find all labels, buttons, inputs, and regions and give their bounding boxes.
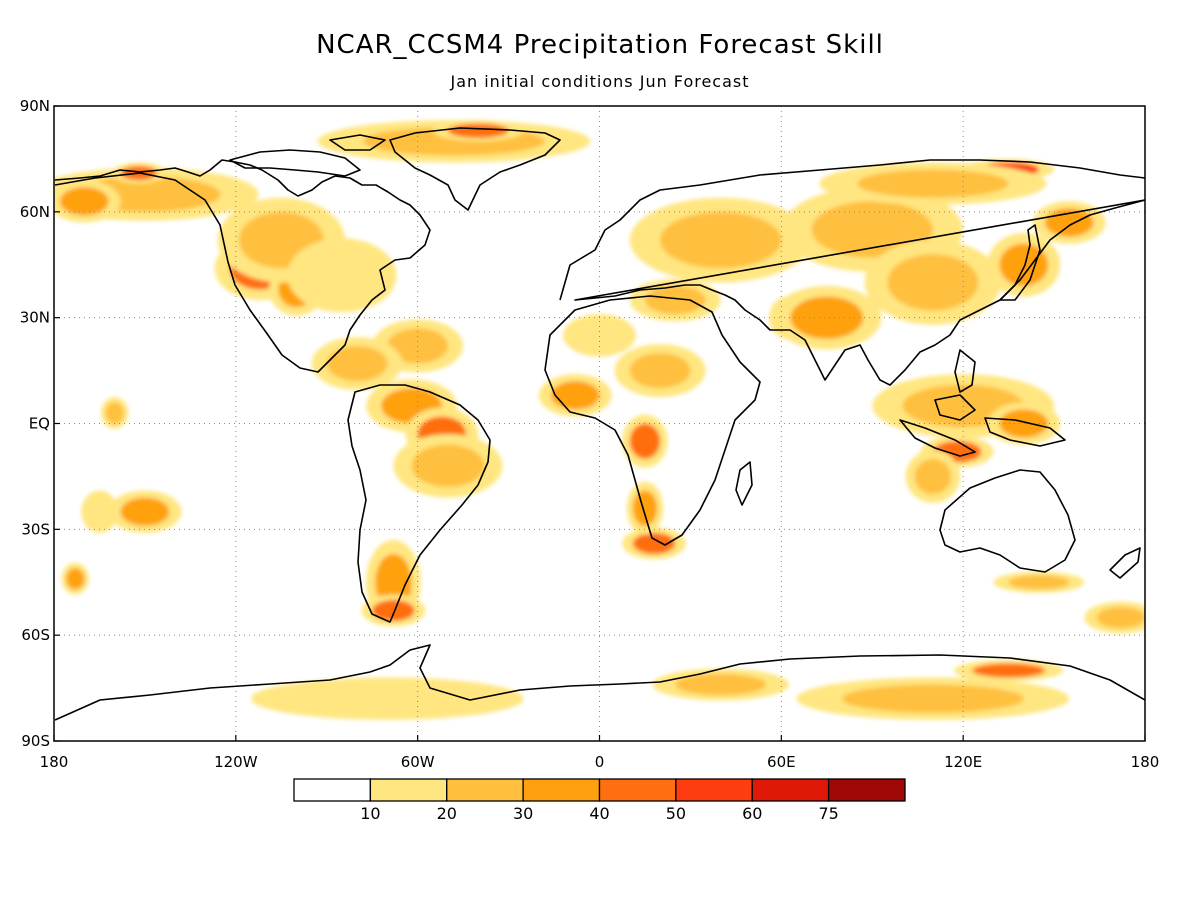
y-tick-label: 60S — [21, 626, 50, 644]
y-tick-label: EQ — [29, 415, 50, 433]
x-tick-label: 180 — [1131, 753, 1160, 771]
y-axis-ticks: 90N 60N 30N EQ 30S 60S 90S — [20, 97, 60, 750]
colorbar-label: 10 — [360, 804, 380, 823]
skill-region — [632, 532, 676, 555]
x-tick-label: 120W — [214, 753, 258, 771]
skill-region — [811, 201, 933, 258]
skill-region — [999, 409, 1049, 438]
colorbar-swatch — [293, 778, 372, 802]
y-tick-label: 90S — [21, 732, 50, 750]
skill-region — [790, 296, 864, 339]
skill-region — [60, 187, 109, 216]
colorbar-label: 40 — [589, 804, 609, 823]
colorbar-swatch — [827, 778, 906, 802]
north-america-coast — [54, 159, 431, 373]
skill-region — [305, 250, 379, 301]
skill-region — [87, 497, 112, 526]
skill-region — [387, 328, 448, 364]
skill-region — [675, 673, 767, 696]
skill-region — [372, 599, 415, 622]
skill-region — [914, 458, 952, 495]
colorbar-swatch — [522, 778, 601, 802]
x-tick-label: 0 — [595, 753, 605, 771]
colorbar-label: 50 — [666, 804, 686, 823]
australia-coast — [939, 469, 1076, 573]
y-tick-label: 30N — [20, 309, 50, 327]
colorbar-swatches — [293, 778, 906, 802]
x-tick-label: 120E — [944, 753, 982, 771]
colorbar-label: 75 — [818, 804, 838, 823]
skill-region — [447, 123, 509, 138]
arctic-islands-coast — [229, 134, 386, 177]
skill-region — [575, 321, 624, 350]
skill-region — [1008, 575, 1070, 590]
skill-region — [66, 568, 85, 590]
x-tick-label: 180 — [40, 753, 69, 771]
colorbar: 10 20 30 40 50 60 75 — [293, 778, 906, 823]
skill-region — [887, 254, 979, 311]
colorbar-swatch — [751, 778, 830, 802]
japan-coast — [999, 224, 1041, 301]
skill-region — [644, 285, 706, 315]
skill-region — [972, 663, 1045, 678]
skill-region — [841, 684, 1024, 713]
skill-region — [857, 169, 1009, 198]
skill-region — [296, 684, 479, 713]
skill-region — [326, 345, 388, 382]
antarctica-coast — [54, 644, 1145, 721]
skill-region — [660, 211, 782, 269]
skill-region — [105, 402, 124, 424]
colorbar-swatch — [446, 778, 524, 802]
skill-region — [632, 490, 658, 526]
skill-region — [120, 497, 170, 526]
figure-subtitle: Jan initial conditions Jun Forecast — [449, 72, 749, 91]
colorbar-labels: 10 20 30 40 50 60 75 — [360, 804, 839, 823]
coastlines — [54, 127, 1145, 721]
map-area — [54, 106, 1145, 741]
southeast-asia-islands-coast — [899, 349, 1066, 457]
greenland-coast — [389, 127, 561, 211]
skill-region — [629, 423, 661, 459]
colorbar-swatch — [675, 778, 753, 802]
skill-region — [411, 444, 485, 488]
colorbar-swatch — [598, 778, 677, 802]
figure-title: NCAR_CCSM4 Precipitation Forecast Skill — [316, 30, 884, 60]
colorbar-label: 20 — [437, 804, 457, 823]
colorbar-label: 30 — [513, 804, 533, 823]
skill-field — [54, 120, 1145, 720]
skill-region — [551, 381, 600, 410]
colorbar-label: 60 — [742, 804, 762, 823]
skill-region — [629, 352, 691, 389]
colorbar-swatch — [369, 778, 448, 802]
y-tick-label: 30S — [21, 520, 50, 538]
africa-eurasia-coast — [544, 295, 761, 546]
y-tick-label: 60N — [20, 203, 50, 221]
south-america-coast — [347, 384, 491, 623]
new-zealand-coast — [1109, 547, 1141, 579]
skill-region — [1096, 606, 1145, 629]
madagascar-coast — [735, 461, 753, 506]
x-tick-label: 60W — [401, 753, 435, 771]
x-tick-label: 60E — [767, 753, 796, 771]
skill-region — [999, 243, 1049, 286]
y-tick-label: 90N — [20, 97, 50, 115]
x-axis-ticks: 180 120W 60W 0 60E 120E 180 — [40, 735, 1160, 771]
